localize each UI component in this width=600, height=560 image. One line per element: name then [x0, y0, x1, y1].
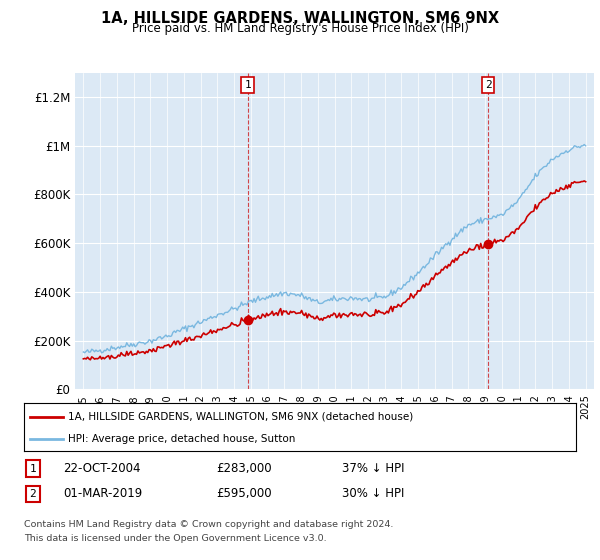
Text: 2: 2 [485, 80, 491, 90]
Text: This data is licensed under the Open Government Licence v3.0.: This data is licensed under the Open Gov… [24, 534, 326, 543]
Text: £283,000: £283,000 [216, 462, 272, 475]
Text: 22-OCT-2004: 22-OCT-2004 [63, 462, 140, 475]
Text: 1A, HILLSIDE GARDENS, WALLINGTON, SM6 9NX: 1A, HILLSIDE GARDENS, WALLINGTON, SM6 9N… [101, 11, 499, 26]
Text: HPI: Average price, detached house, Sutton: HPI: Average price, detached house, Sutt… [68, 434, 296, 444]
Text: 37% ↓ HPI: 37% ↓ HPI [342, 462, 404, 475]
Text: 1A, HILLSIDE GARDENS, WALLINGTON, SM6 9NX (detached house): 1A, HILLSIDE GARDENS, WALLINGTON, SM6 9N… [68, 412, 413, 422]
Text: 01-MAR-2019: 01-MAR-2019 [63, 487, 142, 501]
Text: 1: 1 [244, 80, 251, 90]
Text: £595,000: £595,000 [216, 487, 272, 501]
Text: Contains HM Land Registry data © Crown copyright and database right 2024.: Contains HM Land Registry data © Crown c… [24, 520, 394, 529]
Text: 1: 1 [29, 464, 37, 474]
Text: Price paid vs. HM Land Registry's House Price Index (HPI): Price paid vs. HM Land Registry's House … [131, 22, 469, 35]
Text: 2: 2 [29, 489, 37, 499]
Text: 30% ↓ HPI: 30% ↓ HPI [342, 487, 404, 501]
